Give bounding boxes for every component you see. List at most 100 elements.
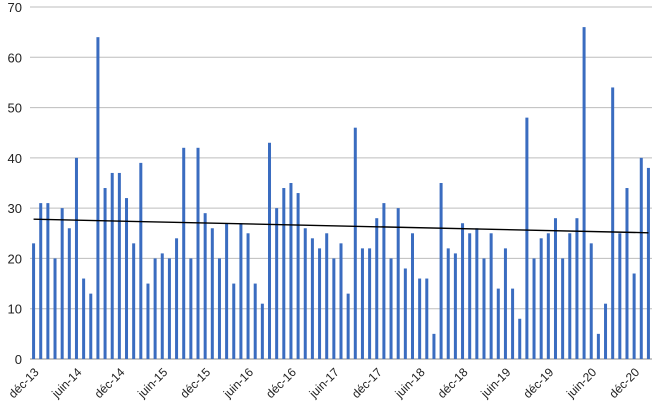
bar-8 xyxy=(89,293,93,359)
bar-76 xyxy=(575,218,579,359)
x-tick-label: juin-14 xyxy=(48,365,84,401)
bar-61 xyxy=(468,233,472,359)
y-tick-label: 40 xyxy=(8,151,22,166)
bar-64 xyxy=(489,233,493,359)
bar-46 xyxy=(360,248,364,359)
bar-34 xyxy=(275,208,279,359)
bar-38 xyxy=(303,228,307,359)
bar-68 xyxy=(518,318,522,359)
bar-32 xyxy=(260,303,264,359)
bar-19 xyxy=(167,258,171,359)
x-axis-ticks: déc-13 juin-14 déc-14 juin-15 déc-15 juin-16 d… xyxy=(6,365,643,401)
bar-77 xyxy=(582,27,586,359)
y-tick-label: 70 xyxy=(8,0,22,15)
bar-21 xyxy=(182,147,186,359)
x-tick-label: déc-14 xyxy=(92,365,128,401)
x-tick-label: déc-13 xyxy=(6,365,42,401)
bar-65 xyxy=(496,288,500,359)
x-tick-label: déc-18 xyxy=(435,365,471,401)
x-tick-label: déc-16 xyxy=(263,365,299,401)
bar-5 xyxy=(67,228,71,359)
bar-37 xyxy=(296,193,300,359)
bar-83 xyxy=(625,188,629,359)
bar-48 xyxy=(375,218,379,359)
bar-36 xyxy=(289,183,293,359)
x-tick-label: déc-19 xyxy=(521,365,557,401)
bar-17 xyxy=(153,258,157,359)
bar-62 xyxy=(475,228,479,359)
x-tick-label: déc-20 xyxy=(606,365,642,401)
bar-55 xyxy=(425,278,429,359)
bar-41 xyxy=(325,233,329,359)
bar-45 xyxy=(353,127,357,359)
bar-57 xyxy=(439,183,443,359)
bar-15 xyxy=(139,162,143,359)
bar-9 xyxy=(96,37,100,360)
bar-54 xyxy=(418,278,422,359)
bar-27 xyxy=(225,223,229,359)
bar-18 xyxy=(160,253,164,359)
bar-4 xyxy=(60,208,64,359)
x-tick-label: juin-18 xyxy=(392,365,428,401)
bar-40 xyxy=(318,248,322,359)
bar-47 xyxy=(368,248,372,359)
bar-7 xyxy=(82,278,86,359)
y-axis-ticks: 0 10 20 30 40 50 60 70 xyxy=(8,0,22,367)
bar-49 xyxy=(382,203,386,359)
bar-67 xyxy=(511,288,515,359)
trendline xyxy=(33,218,649,234)
y-tick-label: 10 xyxy=(8,302,22,317)
bar-31 xyxy=(253,283,257,359)
bar-53 xyxy=(410,233,414,359)
bar-28 xyxy=(232,283,236,359)
bar-56 xyxy=(432,333,436,359)
bar-60 xyxy=(461,223,465,359)
bar-51 xyxy=(396,208,400,359)
bar-50 xyxy=(389,258,393,359)
bar-42 xyxy=(332,258,336,359)
bar-29 xyxy=(239,223,243,359)
bar-14 xyxy=(132,243,136,359)
bar-44 xyxy=(346,293,350,359)
y-tick-label: 20 xyxy=(8,251,22,266)
bar-6 xyxy=(74,157,78,359)
bar-74 xyxy=(561,258,565,359)
y-tick-label: 0 xyxy=(15,352,22,367)
x-tick-label: déc-15 xyxy=(177,365,213,401)
bar-0 xyxy=(32,243,36,359)
bar-24 xyxy=(203,213,207,359)
y-tick-label: 60 xyxy=(8,50,22,65)
bar-66 xyxy=(503,248,507,359)
bar-69 xyxy=(525,117,529,359)
bar-84 xyxy=(632,273,636,359)
bar-43 xyxy=(339,243,343,359)
bar-58 xyxy=(446,248,450,359)
bar-78 xyxy=(589,243,593,359)
bar-1 xyxy=(39,203,43,359)
bar-79 xyxy=(596,333,600,359)
bar-70 xyxy=(532,258,536,359)
x-tick-label: juin-19 xyxy=(477,365,513,401)
x-tick-label: juin-15 xyxy=(134,365,170,401)
bar-33 xyxy=(268,142,272,359)
y-tick-label: 30 xyxy=(8,201,22,216)
bar-25 xyxy=(210,228,214,359)
trendline-layer xyxy=(33,218,649,234)
x-tick-label: juin-16 xyxy=(220,365,256,401)
bar-71 xyxy=(539,238,543,359)
bar-26 xyxy=(217,258,221,359)
bar-81 xyxy=(611,87,615,359)
bar-22 xyxy=(189,258,193,359)
bar-82 xyxy=(618,233,622,359)
bar-10 xyxy=(103,188,107,359)
bar-75 xyxy=(568,233,572,359)
bar-35 xyxy=(282,188,286,359)
bar-12 xyxy=(117,172,121,359)
bar-3 xyxy=(53,258,57,359)
x-tick-label: juin-17 xyxy=(306,365,342,401)
bar-11 xyxy=(110,172,114,359)
x-tick-label: déc-17 xyxy=(349,365,385,401)
bar-30 xyxy=(246,233,250,359)
bar-59 xyxy=(453,253,457,359)
